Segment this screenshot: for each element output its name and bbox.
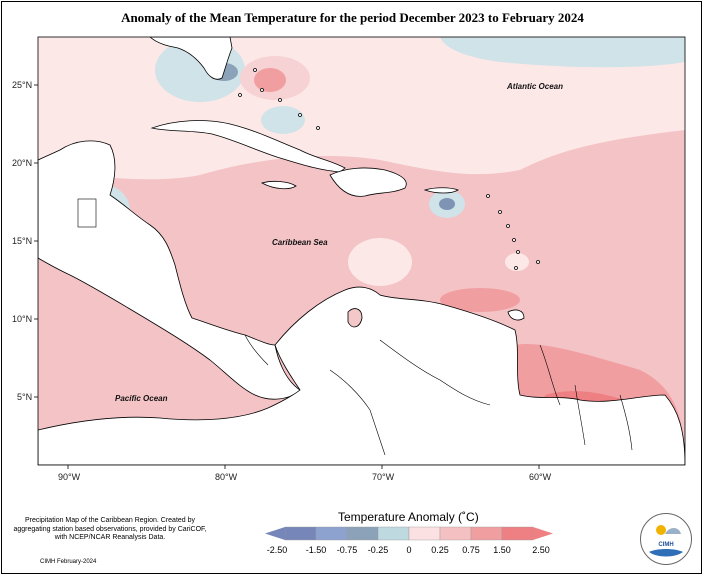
legend-tick-label: 1.50 xyxy=(493,545,511,555)
credits-text: Precipitation Map of the Caribbean Regio… xyxy=(13,517,207,541)
light-patch-lesser xyxy=(505,253,529,271)
south-america-land xyxy=(38,286,685,465)
maracaibo-land xyxy=(347,308,363,328)
legend-swatch xyxy=(470,526,503,541)
barbados-land xyxy=(536,260,540,264)
border-panama xyxy=(244,334,269,366)
legend-labels: -2.50 -1.50 -0.75 -0.25 0 0.25 0.75 1.50 2.50 xyxy=(267,545,550,555)
lesser-antilles-4 xyxy=(512,238,516,242)
y-tick-label: 5°N xyxy=(17,392,32,402)
atlantic-ocean-label: Atlantic Ocean xyxy=(506,82,563,91)
map-title: Anomaly of the Mean Temperature for the … xyxy=(121,10,584,25)
cool-pr-core xyxy=(439,198,455,210)
legend-tick-label: 2.50 xyxy=(532,545,550,555)
legend-swatch xyxy=(439,526,472,541)
legend-swatch xyxy=(346,526,379,541)
legend-swatch xyxy=(315,526,348,541)
bahamas-2 xyxy=(260,88,264,92)
x-axis xyxy=(67,465,540,469)
cuba-land xyxy=(150,120,346,173)
warm-venezuela-coast xyxy=(440,288,520,312)
legend-tick-label: 0.25 xyxy=(431,545,449,555)
legend-low-arrow xyxy=(265,527,285,540)
legend-tick-label: -0.75 xyxy=(337,545,358,555)
bahamas-4 xyxy=(298,113,302,117)
hispaniola-land xyxy=(329,167,407,197)
legend-tick-label: -2.50 xyxy=(267,545,288,555)
bahamas-6 xyxy=(238,93,242,97)
florida-land xyxy=(149,37,233,80)
bahamas-1 xyxy=(253,68,257,72)
logo-text: CIMH xyxy=(658,542,674,548)
bahamas-3 xyxy=(278,98,282,102)
lesser-antilles-1 xyxy=(486,194,490,198)
lesser-antilles-5 xyxy=(516,250,520,254)
y-axis xyxy=(34,84,38,398)
x-tick-label: 80°W xyxy=(215,472,238,482)
bahamas-5 xyxy=(316,126,320,130)
legend-title: Temperature Anomaly (˚C) xyxy=(338,510,479,524)
y-tick-label: 10°N xyxy=(12,314,32,324)
x-tick-label: 60°W xyxy=(529,472,552,482)
legend-swatch xyxy=(408,526,441,541)
legend-colorbar xyxy=(265,526,553,541)
legend-tick-label: 0 xyxy=(406,545,411,555)
cimh-logo: CIMH xyxy=(640,513,692,565)
y-tick-label: 25°N xyxy=(12,80,32,90)
border-venezuela-brazil xyxy=(379,339,491,406)
cool-cuba-north xyxy=(261,106,305,134)
logo-icon xyxy=(649,525,683,557)
footer-text: CIMH February-2024 xyxy=(40,559,97,565)
legend-swatch xyxy=(501,526,534,541)
legend-tick-label: -0.25 xyxy=(368,545,389,555)
y-tick-label: 20°N xyxy=(12,158,32,168)
x-tick-label: 90°W xyxy=(58,472,81,482)
plot-border xyxy=(37,36,686,466)
legend-high-arrow xyxy=(533,527,553,540)
border-suriname xyxy=(574,384,586,446)
jamaica-land xyxy=(260,180,297,190)
cool-atlantic xyxy=(440,37,685,68)
pacific-ocean-label: Pacific Ocean xyxy=(115,394,168,403)
trinidad-land xyxy=(507,309,525,321)
legend-swatch xyxy=(377,526,410,541)
lesser-antilles-2 xyxy=(498,210,502,214)
border-french-guiana xyxy=(619,394,633,451)
lesser-antilles-3 xyxy=(506,224,510,228)
border-colombia xyxy=(329,369,386,456)
yucatan-box xyxy=(77,198,97,228)
legend-tick-label: -1.50 xyxy=(306,545,327,555)
x-tick-label: 70°W xyxy=(372,472,395,482)
warm-bahamas-core xyxy=(254,68,286,92)
legend-swatch xyxy=(284,526,317,541)
border-guyana xyxy=(539,344,561,406)
lesser-antilles-6 xyxy=(514,266,518,270)
light-patch-carib xyxy=(348,238,412,286)
y-tick-label: 15°N xyxy=(12,236,32,246)
legend-tick-label: 0.75 xyxy=(462,545,480,555)
central-america-land xyxy=(38,140,301,400)
caribbean-sea-label: Caribbean Sea xyxy=(272,238,328,247)
puerto-rico-land xyxy=(423,187,459,194)
